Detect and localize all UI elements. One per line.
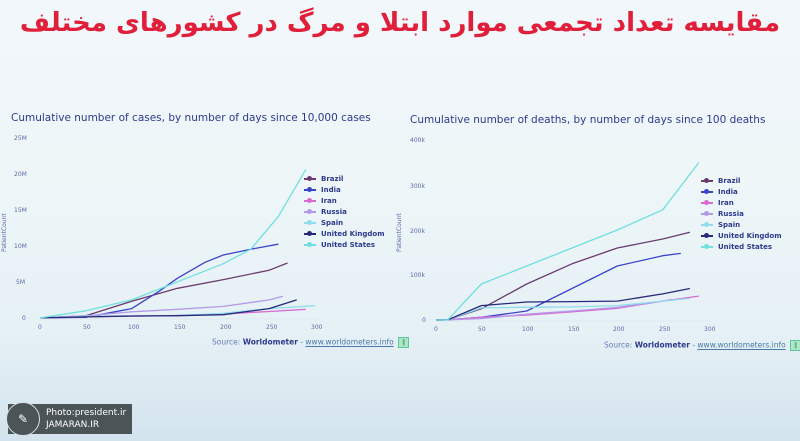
right-xtick: 100	[522, 326, 534, 333]
left-xtick: 250	[266, 324, 278, 331]
left-xtick: 150	[174, 324, 186, 331]
left-ytick: 15M	[14, 207, 27, 214]
right-xtick: 200	[613, 326, 625, 333]
source-badge-icon: ‖	[398, 337, 410, 348]
right-xtick: 150	[568, 326, 580, 333]
series-line	[39, 295, 284, 319]
legend-item[interactable]: United States	[304, 239, 385, 250]
legend-marker-icon	[304, 197, 316, 203]
right-chart-lines	[435, 162, 700, 321]
legend-marker-icon	[304, 241, 316, 247]
legend-item[interactable]: United States	[701, 241, 782, 252]
legend-item[interactable]: Spain	[701, 219, 782, 230]
jamaran-logo-icon: ✎	[6, 402, 40, 436]
series-line	[435, 287, 691, 321]
left-ytick: 25M	[14, 135, 27, 142]
page-headline: مقایسه تعداد تجمعی موارد ابتلا و مرگ در …	[19, 8, 781, 38]
left-xtick: 100	[128, 324, 140, 331]
legend-marker-icon	[304, 219, 316, 225]
right-chart-title: Cumulative number of deaths, by number o…	[410, 114, 766, 126]
legend-item[interactable]: Brazil	[701, 175, 782, 186]
photo-watermark: ✎ Photo:president.ir JAMARAN.IR	[6, 402, 132, 436]
left-ytick: 5M	[16, 279, 25, 286]
right-ytick: 100k	[410, 272, 425, 279]
series-line	[39, 299, 297, 319]
legend-marker-icon	[701, 188, 713, 194]
legend-item[interactable]: Iran	[701, 197, 782, 208]
left-source: Source: Worldometer - www.worldometers.i…	[212, 337, 410, 348]
legend-marker-icon	[701, 221, 713, 227]
series-line	[435, 162, 700, 321]
legend-marker-icon	[701, 243, 713, 249]
right-source-link[interactable]: www.worldometers.info	[697, 340, 786, 350]
series-line	[435, 252, 681, 321]
left-ytick: 20M	[14, 171, 27, 178]
legend-marker-icon	[701, 232, 713, 238]
left-xtick: 300	[311, 324, 323, 331]
right-legend: Brazil India Iran Russia Spain United Ki…	[701, 175, 782, 252]
legend-marker-icon	[701, 177, 713, 183]
left-chart-lines	[39, 169, 316, 319]
right-ytick: 400k	[410, 137, 425, 144]
left-xtick: 0	[38, 324, 42, 331]
series-line	[39, 243, 279, 319]
right-ytick: 200k	[410, 228, 425, 235]
right-xtick: 250	[659, 326, 671, 333]
legend-marker-icon	[304, 208, 316, 214]
right-xtick: 300	[704, 326, 716, 333]
legend-item[interactable]: Brazil	[304, 173, 385, 184]
left-chart-title: Cumulative number of cases, by number of…	[11, 112, 371, 124]
legend-item[interactable]: United Kingdom	[304, 228, 385, 239]
series-line	[39, 169, 307, 319]
right-ytick: 300k	[410, 183, 425, 190]
left-legend: Brazil India Iran Russia Spain United Ki…	[304, 173, 385, 250]
left-xtick: 200	[220, 324, 232, 331]
right-ytick: 0	[422, 317, 426, 324]
left-xtick: 50	[83, 324, 91, 331]
legend-item[interactable]: Iran	[304, 195, 385, 206]
left-ytick: 0	[22, 315, 26, 322]
legend-item[interactable]: United Kingdom	[701, 230, 782, 241]
legend-item[interactable]: Russia	[701, 208, 782, 219]
legend-item[interactable]: India	[701, 186, 782, 197]
left-ytick: 10M	[14, 243, 27, 250]
legend-item[interactable]: Spain	[304, 217, 385, 228]
legend-marker-icon	[304, 186, 316, 192]
legend-marker-icon	[701, 199, 713, 205]
legend-marker-icon	[701, 210, 713, 216]
legend-item[interactable]: Russia	[304, 206, 385, 217]
right-source: Source: Worldometer - www.worldometers.i…	[604, 340, 800, 351]
legend-marker-icon	[304, 175, 316, 181]
left-source-link[interactable]: www.worldometers.info	[305, 337, 394, 347]
legend-item[interactable]: India	[304, 184, 385, 195]
right-xtick: 50	[478, 326, 486, 333]
right-xtick: 0	[434, 326, 438, 333]
legend-marker-icon	[304, 230, 316, 236]
source-badge-icon: ‖	[790, 340, 800, 351]
